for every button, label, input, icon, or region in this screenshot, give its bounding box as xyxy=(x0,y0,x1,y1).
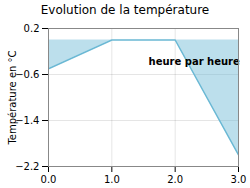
svg-text:heure par heure: heure par heure xyxy=(149,56,240,67)
svg-text:Température en °C: Température en °C xyxy=(7,50,18,145)
svg-text:1.0: 1.0 xyxy=(104,174,120,185)
svg-text:−0.6: −0.6 xyxy=(15,69,39,80)
svg-text:−2.2: −2.2 xyxy=(15,161,39,172)
svg-text:0.2: 0.2 xyxy=(24,23,40,34)
svg-text:−1.4: −1.4 xyxy=(15,115,39,126)
svg-text:0.0: 0.0 xyxy=(41,174,57,185)
svg-text:3.0: 3.0 xyxy=(231,174,247,185)
html-text:Evolution de la température: Evolution de la température xyxy=(40,3,210,17)
svg-text:2.0: 2.0 xyxy=(167,174,183,185)
